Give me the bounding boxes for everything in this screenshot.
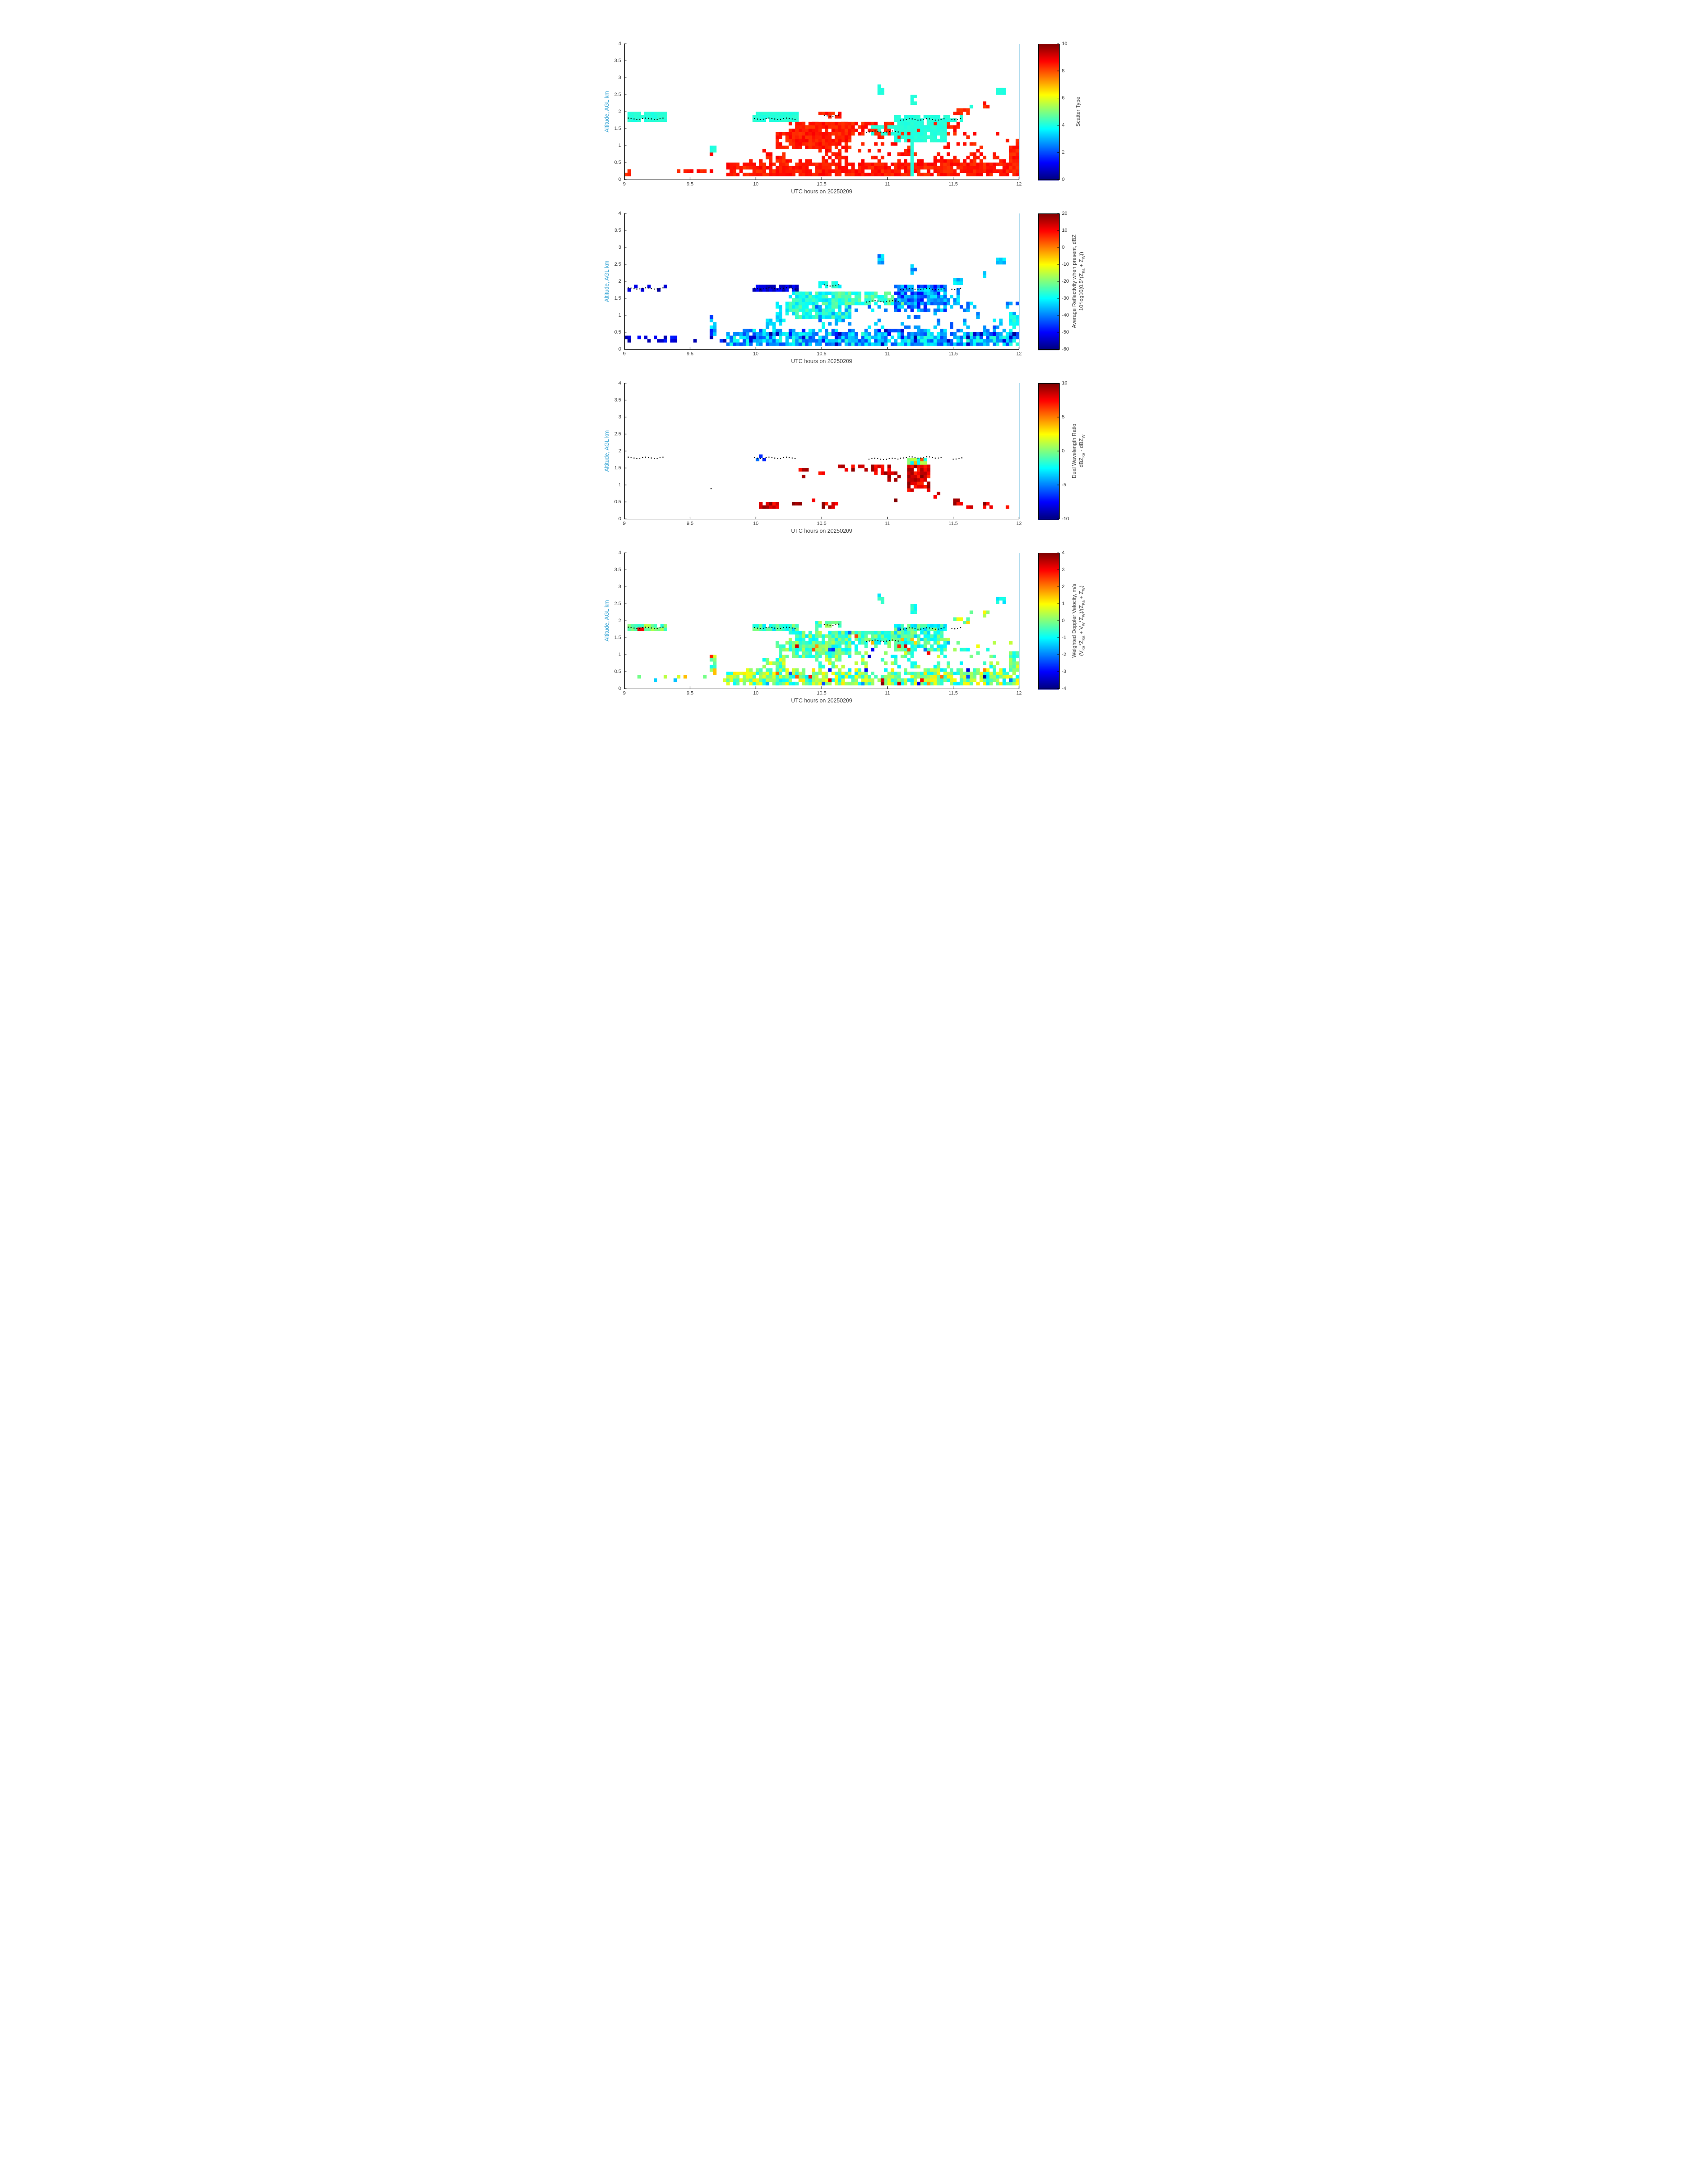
y-axis-label: Altitude, AGL km xyxy=(604,600,610,642)
colorbar-label: Weighted Doppler Velocity, m/s (VKa*ZKa … xyxy=(1071,584,1086,658)
panel-scatter-type: Altitude, AGL km UTC hours on 20250209 S… xyxy=(569,29,1139,199)
colorbar-label: Average Reflectivity when present, dBZ 1… xyxy=(1071,234,1086,328)
colorbar-label-line1: Dual Wavelength Ratio xyxy=(1071,423,1077,479)
panel-weighted-doppler-velocity: Altitude, AGL km UTC hours on 20250209 W… xyxy=(569,539,1139,708)
y-axis-label: Altitude, AGL km xyxy=(604,430,610,472)
average-reflectivity-heatmap-canvas xyxy=(569,199,1139,369)
colorbar-label-line1: Weighted Doppler Velocity, m/s xyxy=(1071,584,1077,658)
colorbar-label-line2: dBZKa - dBZW xyxy=(1077,435,1086,468)
colorbar-label-line2: (VKa*ZKa + VW*ZW)/(ZKa + ZW) xyxy=(1077,585,1086,656)
weighted-doppler-velocity-heatmap-canvas xyxy=(569,539,1139,708)
colorbar-label-line2: 10*log10(0.5*(ZKa + ZW)) xyxy=(1077,252,1086,311)
scatter-type-heatmap-canvas xyxy=(569,29,1139,199)
panel-average-reflectivity: Altitude, AGL km UTC hours on 20250209 A… xyxy=(569,199,1139,369)
x-axis-label: UTC hours on 20250209 xyxy=(791,358,852,364)
radar-quicklook-figure: Altitude, AGL km UTC hours on 20250209 S… xyxy=(569,0,1139,726)
panel-dual-wavelength-ratio: Altitude, AGL km UTC hours on 20250209 D… xyxy=(569,369,1139,539)
y-axis-label: Altitude, AGL km xyxy=(604,260,610,302)
colorbar-label: Dual Wavelength Ratio dBZKa - dBZW xyxy=(1071,424,1086,478)
dual-wavelength-ratio-heatmap-canvas xyxy=(569,369,1139,539)
x-axis-label: UTC hours on 20250209 xyxy=(791,528,852,534)
colorbar-label: Scatter Type xyxy=(1075,96,1082,126)
colorbar-label-line1: Scatter Type xyxy=(1075,96,1082,127)
x-axis-label: UTC hours on 20250209 xyxy=(791,698,852,704)
y-axis-label: Altitude, AGL km xyxy=(604,91,610,133)
colorbar-label-line1: Average Reflectivity when present, dBZ xyxy=(1071,234,1077,328)
x-axis-label: UTC hours on 20250209 xyxy=(791,188,852,195)
